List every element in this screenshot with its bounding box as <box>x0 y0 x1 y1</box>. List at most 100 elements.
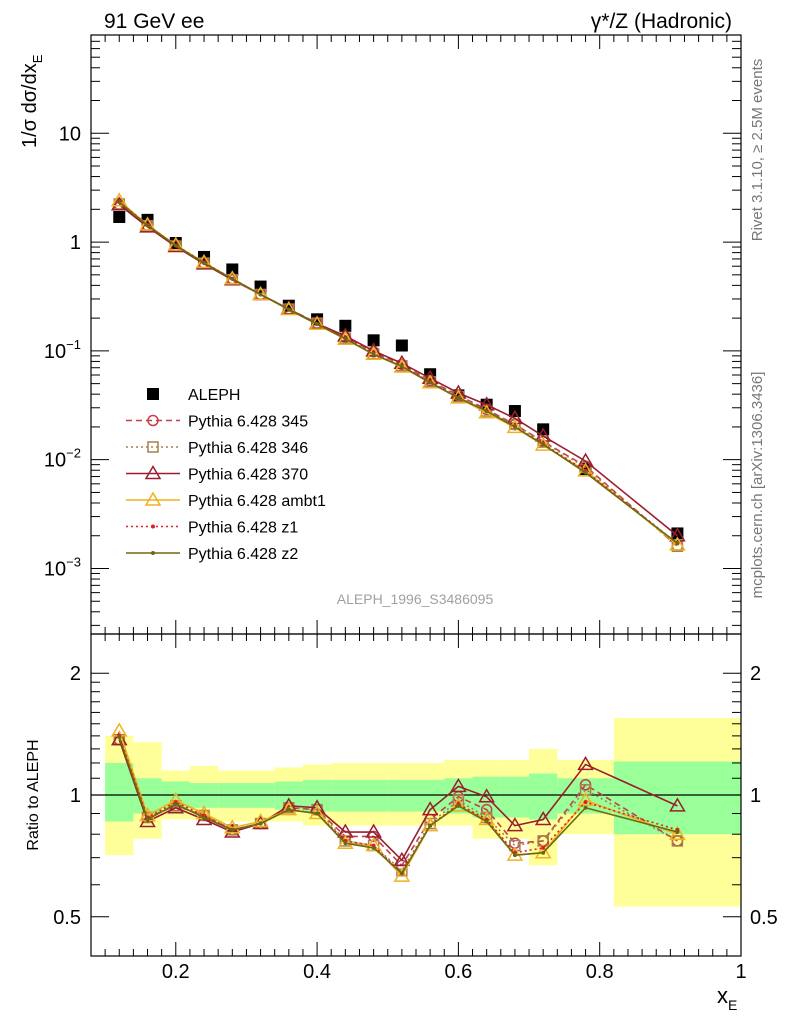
data-point <box>399 364 404 369</box>
ratio-point <box>343 841 348 846</box>
ratio-point <box>583 800 588 805</box>
data-point <box>367 334 380 347</box>
data-point <box>541 442 546 447</box>
plot-title-left: 91 GeV ee <box>104 10 204 33</box>
data-point <box>117 200 122 205</box>
ratio-point <box>509 839 521 852</box>
legend-entry: Pythia 6.428 z2 <box>126 546 298 563</box>
ratio-point <box>675 830 680 835</box>
ratio-point <box>371 845 376 850</box>
data-point <box>428 380 433 385</box>
ratio-point <box>421 801 439 816</box>
main-y-tick-label: 1 <box>70 232 81 254</box>
legend-marker <box>151 524 155 529</box>
data-point <box>671 527 684 540</box>
ratio-point <box>230 827 235 832</box>
data-point <box>583 470 588 475</box>
data-point <box>512 424 517 429</box>
series-line <box>118 201 678 545</box>
data-point <box>675 541 680 546</box>
data-point <box>534 427 552 442</box>
legend-entry: Pythia 6.428 345 <box>126 414 308 431</box>
legend-marker <box>144 465 162 480</box>
ratio-point <box>506 817 524 832</box>
ratio-point <box>280 801 298 816</box>
ratio-line <box>118 739 678 872</box>
data-point <box>139 216 156 231</box>
ratio-y-tick-label: 0.5 <box>53 907 81 929</box>
plot-title-right: γ*/Z (Hadronic) <box>591 10 732 33</box>
data-point <box>139 218 156 233</box>
ratio-line <box>118 739 678 862</box>
x-tick-label: 0.6 <box>444 961 472 983</box>
legend-marker <box>147 414 159 427</box>
ratio-point <box>393 867 411 882</box>
ratio-point <box>223 819 241 834</box>
data-point <box>478 404 495 419</box>
ratio-point <box>145 817 150 822</box>
legend-entry: Pythia 6.428 370 <box>126 465 308 484</box>
series-pythia-6-428-370 <box>110 196 686 542</box>
ratio-y-tick-label: 1 <box>70 785 81 807</box>
ratio-point <box>450 797 467 812</box>
ratio-point <box>223 823 241 838</box>
ratio-point <box>534 844 552 859</box>
data-point <box>343 336 348 341</box>
data-point <box>669 536 686 551</box>
data-point <box>339 319 352 332</box>
ratio-point <box>478 788 495 803</box>
main-y-tick-label: 10 <box>59 123 81 145</box>
data-point <box>534 436 552 451</box>
ratio-point <box>286 807 291 812</box>
ratio-point <box>478 810 495 826</box>
x-tick-label: 0.8 <box>586 961 614 983</box>
data-point <box>286 307 291 312</box>
x-axis-label: xE <box>717 983 737 1013</box>
ratio-point <box>337 834 354 849</box>
data-point <box>223 270 241 285</box>
ratio-point <box>428 823 433 828</box>
ratio-y-axis-label: Ratio to ALEPH <box>25 739 42 850</box>
inner-uncertainty-band <box>500 776 530 818</box>
ratio-point <box>671 835 684 847</box>
ratio-point <box>534 810 552 826</box>
ratio-y-tick-label-right: 1 <box>750 785 761 807</box>
inner-uncertainty-band <box>359 779 388 812</box>
data-point <box>393 358 411 373</box>
data-point <box>110 192 128 207</box>
legend-label: Pythia 6.428 ambt1 <box>188 493 326 510</box>
ratio-point <box>202 815 207 820</box>
main-panel: 10 1 10−1 10−2 10−3 <box>44 34 742 635</box>
data-point <box>145 223 150 228</box>
data-point <box>577 452 594 467</box>
main-frame <box>90 34 742 635</box>
main-y-axis-label: 1/σ dσ/dxE <box>19 54 45 148</box>
main-y-tick-label: 10−2 <box>44 446 81 472</box>
legend-marker <box>151 551 155 555</box>
legend-entry: Pythia 6.428 z1 <box>126 520 298 537</box>
ratio-point <box>541 850 546 855</box>
watermark-analysis-id: ALEPH_1996_S3486095 <box>337 591 494 607</box>
ratio-point <box>421 817 439 832</box>
legend-entry: ALEPH <box>147 387 240 404</box>
series-pythia-6-428-z2 <box>117 200 680 546</box>
ratio-point <box>399 871 404 876</box>
ratio-panel: 2 2 1 1 0.5 0.5 0.2 0.4 0.6 0.8 1 <box>53 633 778 983</box>
legend-label: Pythia 6.428 345 <box>188 414 308 431</box>
data-point <box>421 374 439 389</box>
x-tick-label: 1 <box>735 961 746 983</box>
ratio-point <box>541 845 546 850</box>
ratio-point <box>173 802 178 807</box>
ratio-y-tick-label-right: 0.5 <box>750 907 778 929</box>
data-point <box>365 345 382 361</box>
side-label-rivet: Rivet 3.1.10, ≥ 2.5M events <box>749 59 766 242</box>
main-y-tick-label: 10−1 <box>44 337 81 363</box>
inner-uncertainty-band <box>387 779 416 812</box>
ratio-point <box>669 797 686 812</box>
legend-label: Pythia 6.428 370 <box>188 467 308 484</box>
legend-label: Pythia 6.428 z2 <box>188 546 298 563</box>
data-point <box>669 527 686 542</box>
inner-uncertainty-band <box>331 779 360 812</box>
ratio-point <box>258 821 263 826</box>
